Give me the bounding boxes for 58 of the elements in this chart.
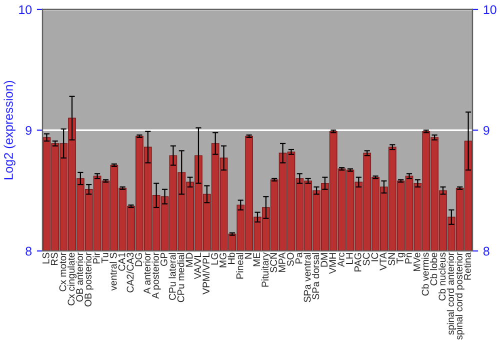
x-tick-label: SO [286, 252, 294, 266]
x-tick-label: MD [186, 252, 193, 267]
x-tick-label: Pa [295, 252, 302, 264]
x-tick-label: Tu [102, 252, 108, 264]
x-tick-label: Cb lobe [430, 252, 438, 286]
x-tick-label: Cb vermis [422, 252, 429, 296]
x-tick-label: PAG [354, 253, 362, 272]
x-tick-label: Arc [338, 252, 344, 267]
y-tick-label: 8 [26, 246, 32, 256]
x-tick-label: SPa ventral [304, 252, 311, 302]
x-tick-label: CPu medial [177, 252, 184, 302]
x-tick-label: CA2/CA3 [126, 252, 134, 292]
x-tick-label: Hb [228, 252, 235, 264]
x-tick-label: CA1 [118, 252, 126, 271]
x-tick-label: LG [211, 253, 218, 265]
x-tick-label: DG [135, 253, 142, 266]
y2-tick-label: 9 [484, 126, 490, 135]
x-tick-label: A posterior [152, 252, 161, 299]
x-tick-label: Pir [92, 252, 100, 264]
x-tick-label: Cb nucleus [438, 252, 446, 300]
x-tick-label: ventral S [110, 252, 117, 291]
x-tick-label: MPA [278, 252, 286, 272]
x-tick-label: N [244, 253, 252, 259]
x-tick-label: A anterior [143, 252, 150, 294]
x-tick-label: VA/VL [194, 252, 202, 280]
x-tick-label: Tg [396, 252, 406, 264]
x-tick-label: VTA [380, 252, 386, 270]
x-tick-label: Cx motor [59, 252, 66, 292]
x-tick-label: GP [160, 252, 168, 266]
x-tick-label: VPM/VPL [202, 252, 210, 294]
x-tick-label: MG [220, 253, 226, 268]
x-tick-label: LS [42, 252, 50, 264]
x-tick-label: IC [371, 252, 378, 262]
x-tick-label: spinal cord posterior [455, 252, 464, 340]
y-axis-title: Log2 (expression) [4, 80, 16, 180]
x-tick-label: SCN [270, 253, 277, 272]
x-tick-label: spinal cord anterior [446, 252, 456, 335]
x-tick-label: SPa dorsal [312, 252, 320, 300]
x-tick-label: SC [362, 252, 370, 266]
y-tick-label: 9 [26, 126, 32, 135]
x-tick-label: Pn [405, 252, 412, 264]
y2-tick-label: 8 [483, 246, 490, 256]
x-tick-label: MVe [414, 252, 420, 271]
x-tick-label: Pituitary [261, 252, 270, 287]
x-tick-label: RS [50, 252, 58, 266]
x-tick-label: Cx cingulate [67, 252, 77, 306]
x-tick-label: DM [320, 253, 328, 267]
y2-tick-label: 10 [484, 5, 496, 14]
x-tick-label: Retina [464, 252, 471, 280]
x-tick-label: LH [346, 253, 353, 264]
x-tick-label: ME [253, 252, 260, 266]
x-tick-label: Pineal [236, 252, 244, 279]
x-tick-label: SN [388, 253, 396, 266]
x-tick-label: OB posterior [84, 252, 94, 306]
x-tick-label: OB anterior [76, 252, 84, 302]
y-tick-label: 10 [19, 5, 32, 14]
x-tick-label: VMH [329, 253, 336, 274]
x-tick-label: CPu lateral [168, 252, 176, 300]
